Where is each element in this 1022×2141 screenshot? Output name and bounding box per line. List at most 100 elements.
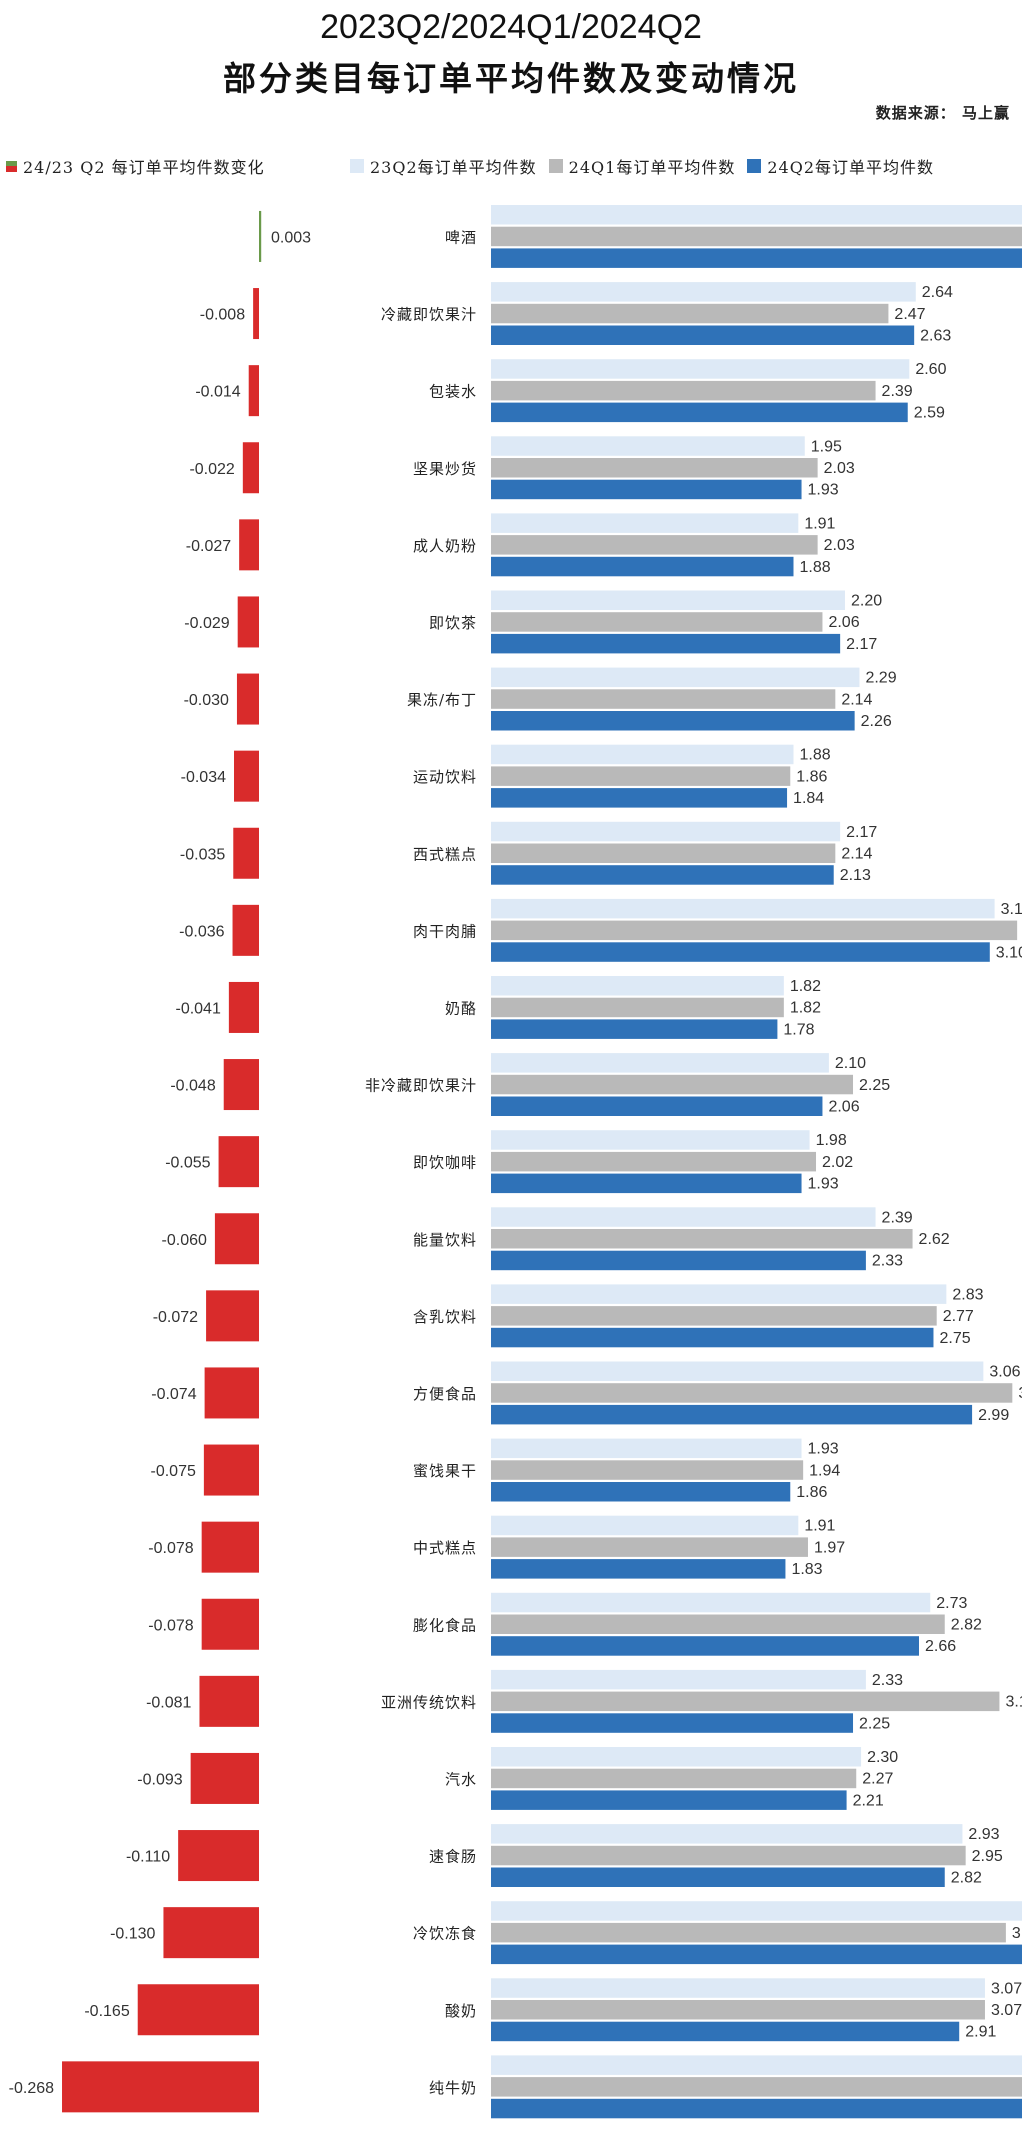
change-value-label: -0.093: [137, 1771, 182, 1788]
series-value-label: 2.25: [859, 1077, 890, 1094]
series-value-label: 1.88: [799, 747, 830, 764]
change-bar: [253, 288, 259, 340]
series-bar: [491, 1537, 808, 1557]
series-bar: [491, 1404, 973, 1425]
series-value-label: 3.13: [1001, 901, 1022, 918]
change-value-label: -0.030: [184, 692, 229, 709]
category-label: 能量饮料: [413, 1231, 477, 1249]
series-bar: [491, 1173, 802, 1194]
series-value-label: 3.07: [991, 2002, 1022, 2019]
change-bar: [203, 1444, 259, 1496]
series-bar: [491, 1867, 945, 1887]
series-value-label: 1.86: [796, 768, 827, 785]
series-bar: [491, 1901, 1022, 1921]
series-bar: [491, 556, 794, 577]
series-value-label: 1.91: [804, 515, 835, 532]
series-value-label: 1.91: [804, 1518, 835, 1535]
legend-24q1-label: 24Q1每订单平均件数: [568, 158, 736, 177]
legend-series: 23Q2每订单平均件数 24Q1每订单平均件数 24Q2每订单平均件数: [350, 154, 934, 178]
series-bar: [491, 942, 990, 962]
series-bar: [491, 1053, 829, 1073]
series-bar: [491, 303, 889, 324]
series-bar: [491, 1019, 778, 1039]
category-label: 汽水: [445, 1770, 477, 1788]
series-bar: [491, 2098, 1022, 2119]
change-bar: [199, 1675, 259, 1727]
series-bar: [491, 898, 995, 919]
series-bar: [491, 865, 834, 885]
change-bar: [236, 673, 259, 725]
category-label: 果冻/布丁: [407, 691, 477, 709]
series-bar: [491, 1747, 862, 1767]
change-bar: [232, 904, 259, 956]
change-bar: [178, 1830, 259, 1882]
series-bar: [491, 1151, 817, 1172]
series-value-label: 3.24: [1018, 1385, 1022, 1402]
series-value-label: 2.29: [865, 670, 896, 687]
series-bar: [491, 920, 1018, 941]
category-label: 亚洲传统饮料: [381, 1693, 477, 1711]
change-value-label: -0.048: [170, 1078, 215, 1095]
series-value-label: 2.06: [828, 614, 859, 631]
change-value-label: -0.078: [148, 1540, 193, 1557]
change-value-label: -0.027: [186, 538, 231, 555]
series-value-label: 2.47: [894, 306, 925, 323]
series-bar: [491, 1592, 931, 1613]
series-value-label: 3.20: [1012, 1925, 1022, 1942]
category-label: 蜜饯果干: [413, 1462, 477, 1480]
series-bar: [491, 2000, 985, 2020]
series-bar: [491, 2077, 1022, 2097]
series-bar: [491, 1790, 847, 1810]
category-label: 冷藏即饮果汁: [381, 306, 477, 324]
series-value-label: 2.20: [851, 593, 882, 610]
change-value-label: -0.165: [84, 2003, 129, 2020]
change-bar: [242, 442, 259, 494]
category-label: 纯牛奶: [429, 2079, 477, 2097]
series-bar: [491, 1482, 791, 1502]
series-bar: [491, 479, 802, 500]
series-bar: [491, 1845, 966, 1866]
category-label: 西式糕点: [413, 845, 477, 863]
change-value-label: -0.072: [153, 1309, 198, 1326]
series-bar: [491, 380, 876, 401]
category-label: 包装水: [429, 383, 477, 401]
series-value-label: 2.39: [882, 1209, 913, 1226]
series-value-label: 2.33: [872, 1253, 903, 1270]
change-value-label: -0.074: [151, 1386, 196, 1403]
category-label: 即饮茶: [429, 614, 477, 632]
series-bar: [491, 1074, 854, 1095]
change-bar: [237, 596, 259, 648]
series-bar: [491, 843, 836, 863]
series-bar: [491, 248, 1022, 268]
change-bar: [214, 1213, 259, 1265]
category-label: 速食肠: [429, 1848, 477, 1866]
category-label: 即饮咖啡: [413, 1154, 477, 1172]
series-value-label: 2.03: [824, 460, 855, 477]
series-bar: [491, 402, 908, 423]
change-bar: [163, 1907, 259, 1959]
series-value-label: 1.98: [816, 1132, 847, 1149]
change-value-label: -0.008: [200, 307, 245, 324]
series-bar: [491, 535, 818, 555]
series-bar: [491, 711, 855, 731]
series-bar: [491, 1361, 984, 1381]
legend-change-swatch: [6, 160, 17, 172]
series-bar: [491, 1515, 799, 1536]
category-label: 成人奶粉: [413, 537, 477, 555]
series-bar: [491, 766, 791, 786]
series-value-label: 2.99: [978, 1407, 1009, 1424]
data-source-note: 数据来源： 马上赢: [875, 104, 1010, 122]
change-bar: [228, 981, 259, 1033]
category-label: 坚果炒货: [413, 460, 477, 478]
change-bar: [206, 1290, 259, 1342]
series-bar: [491, 997, 784, 1018]
change-value-label: -0.022: [189, 461, 234, 478]
series-value-label: 1.84: [793, 790, 824, 807]
series-bar: [491, 1207, 876, 1227]
series-bar: [491, 633, 841, 654]
series-value-label: 2.59: [914, 405, 945, 422]
series-value-label: 2.82: [951, 1870, 982, 1887]
series-value-label: 2.17: [846, 824, 877, 841]
series-value-label: 3.07: [991, 1980, 1022, 1997]
series-bar: [491, 1614, 945, 1634]
